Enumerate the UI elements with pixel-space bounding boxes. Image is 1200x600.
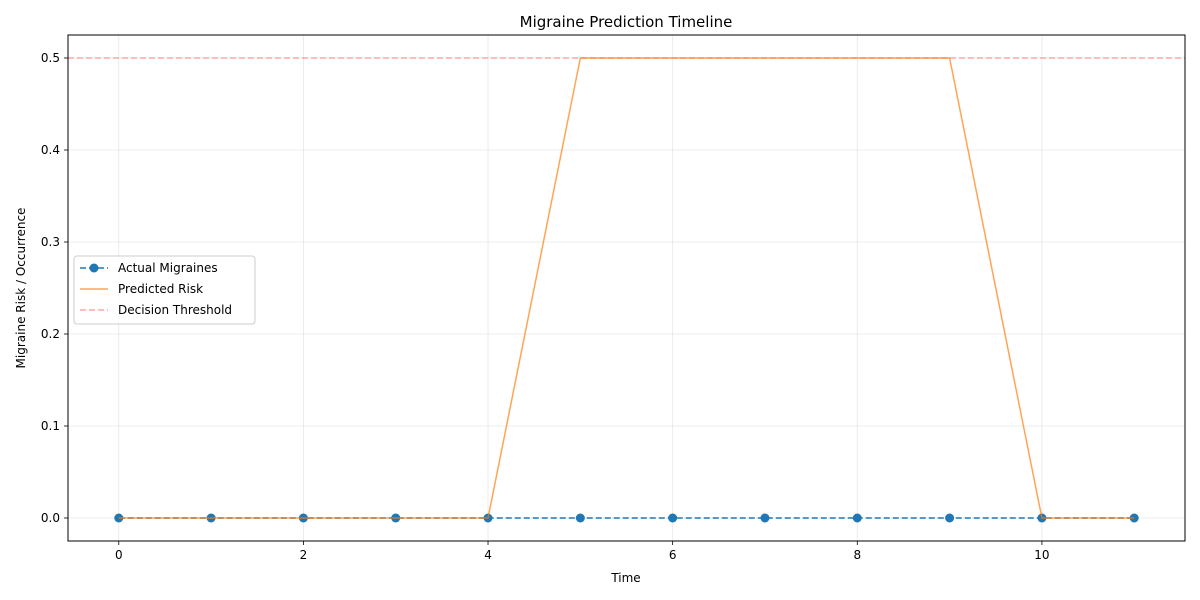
plot-frame (67, 34, 1186, 542)
actual-migraines-point (852, 513, 862, 523)
actual-migraines-point (575, 513, 585, 523)
predicted-risk-line (118, 57, 1135, 519)
y-tick-label: 0.1 (41, 419, 60, 433)
x-tick-label: 0 (115, 548, 123, 562)
y-tick-label: 0.5 (41, 51, 60, 65)
actual-migraines-point (945, 513, 955, 523)
legend-box (73, 255, 256, 325)
y-tick-label: 0.0 (41, 511, 60, 525)
x-tick-label: 6 (669, 548, 677, 562)
x-tick-label: 10 (1034, 548, 1049, 562)
chart-title: Migraine Prediction Timeline (520, 13, 733, 31)
legend-decision-threshold-label: Decision Threshold (118, 303, 232, 317)
x-tick-label: 8 (853, 548, 861, 562)
x-tick-label: 4 (484, 548, 492, 562)
series-layer (114, 57, 1139, 523)
actual-migraines-point (668, 513, 678, 523)
legend-predicted-risk-label: Predicted Risk (118, 282, 203, 296)
y-axis: 0.0 0.1 0.2 0.3 0.4 0.5 (41, 51, 68, 525)
y-axis-label: Migraine Risk / Occurrence (14, 208, 28, 369)
actual-migraines-point (760, 513, 770, 523)
y-tick-label: 0.3 (41, 235, 60, 249)
legend-actual-migraines-label: Actual Migraines (118, 261, 218, 275)
x-axis-label: Time (610, 571, 640, 585)
legend: Actual Migraines Predicted Risk Decision T… (73, 255, 256, 325)
x-tick-label: 2 (300, 548, 308, 562)
x-axis: 0 2 4 6 8 10 (115, 541, 1050, 562)
y-tick-label: 0.4 (41, 143, 60, 157)
legend-actual-migraines-marker (89, 263, 99, 273)
y-tick-label: 0.2 (41, 327, 60, 341)
